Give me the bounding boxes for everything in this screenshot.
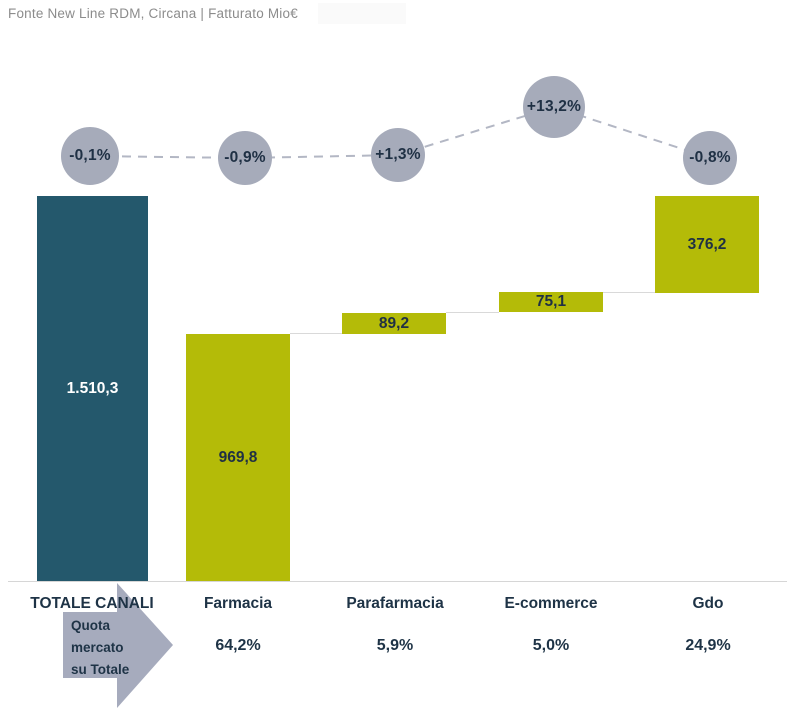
growth-bubble-gdo: -0,8% [683, 131, 737, 185]
source-note: Fonte New Line RDM, Circana | Fatturato … [8, 6, 298, 21]
share-label-parafarmacia: 5,9% [376, 637, 414, 654]
bar-farmacia: 969,8 [186, 334, 290, 581]
category-label-parafarmacia: Parafarmacia [346, 595, 444, 612]
category-label-farmacia: Farmacia [203, 595, 273, 612]
share-label-gdo: 24,9% [685, 637, 731, 654]
category-label-totale-canali: TOTALE CANALI [30, 595, 154, 612]
category-label-ecommerce: E-commerce [504, 595, 598, 612]
bar-ecommerce: 75,1 [499, 292, 603, 312]
share-label-farmacia: 64,2% [215, 637, 261, 654]
growth-bubble-totale: -0,1% [61, 127, 119, 185]
quota-arrow-note-line3: su Totale [71, 662, 130, 677]
quota-arrow-note-line2: mercato [71, 640, 124, 655]
header-highlight-box [318, 3, 406, 24]
category-label-gdo: Gdo [692, 595, 724, 612]
share-label-ecommerce: 5,0% [532, 637, 570, 654]
x-axis-baseline [8, 581, 787, 582]
growth-bubble-farmacia: -0,9% [218, 131, 272, 185]
growth-bubble-ecommerce: +13,2% [523, 76, 585, 138]
connector-farmacia-parafarmacia [290, 333, 342, 334]
bar-parafarmacia: 89,2 [342, 313, 446, 334]
quota-arrow-note-line1: Quota [71, 618, 110, 633]
connector-ecommerce-gdo [603, 292, 655, 293]
growth-bubble-parafarmacia: +1,3% [371, 128, 425, 182]
bar-totale-canali: 1.510,3 [37, 196, 148, 581]
quota-arrow-note: Quota mercato su Totale [71, 615, 181, 681]
bar-gdo: 376,2 [655, 196, 759, 293]
connector-parafarmacia-ecommerce [446, 312, 499, 313]
